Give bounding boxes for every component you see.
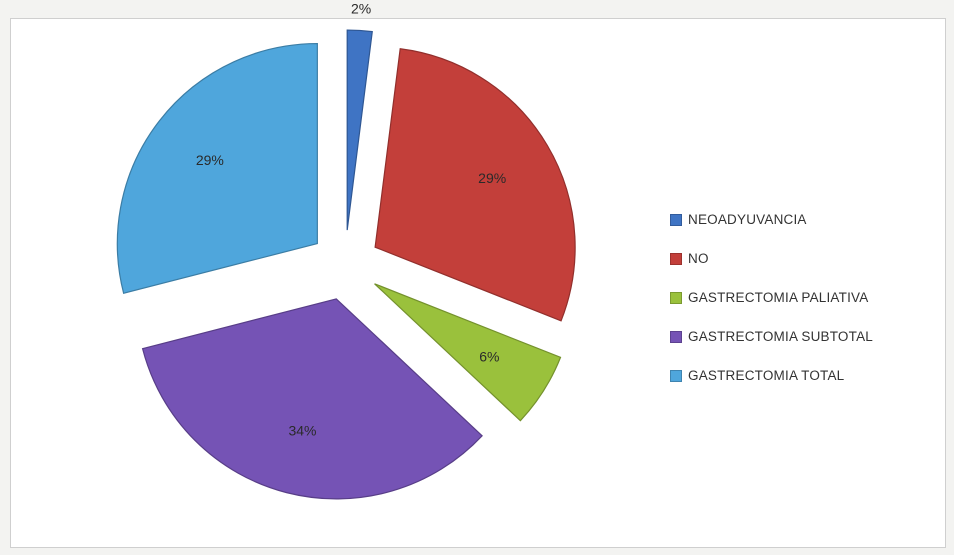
pie-slice-gastrectomia-subtotal — [141, 298, 483, 500]
pie-slice-no — [374, 48, 576, 322]
pie-slice-neoadyuvancia — [346, 29, 373, 231]
legend-item-gastrectomia-paliativa: GASTRECTOMIA PALIATIVA — [670, 278, 950, 317]
pie-slice-gastrectomia-paliativa — [374, 283, 562, 422]
legend-item-no: NO — [670, 239, 950, 278]
legend-item-gastrectomia-total: GASTRECTOMIA TOTAL — [670, 356, 950, 395]
legend-swatch — [670, 369, 682, 382]
legend-item-gastrectomia-subtotal: GASTRECTOMIA SUBTOTAL — [670, 317, 950, 356]
legend-swatch — [670, 291, 682, 304]
legend-label: GASTRECTOMIA PALIATIVA — [688, 290, 869, 305]
pie-data-label: 29% — [478, 170, 506, 186]
pie-slice-gastrectomia-total — [116, 42, 318, 295]
pie-data-label: 29% — [196, 152, 224, 168]
legend-label: NEOADYUVANCIA — [688, 212, 807, 227]
legend-label: GASTRECTOMIA SUBTOTAL — [688, 329, 873, 344]
pie-data-label: 6% — [479, 349, 499, 365]
legend-item-neoadyuvancia: NEOADYUVANCIA — [670, 200, 950, 239]
legend-swatch — [670, 252, 682, 265]
pie-data-label: 2% — [351, 1, 371, 17]
legend-label: NO — [688, 251, 709, 266]
legend-swatch — [670, 330, 682, 343]
chart-legend: NEOADYUVANCIA NO GASTRECTOMIA PALIATIVA … — [670, 200, 950, 395]
pie-data-label: 34% — [288, 423, 316, 439]
legend-swatch — [670, 213, 682, 226]
legend-label: GASTRECTOMIA TOTAL — [688, 368, 845, 383]
